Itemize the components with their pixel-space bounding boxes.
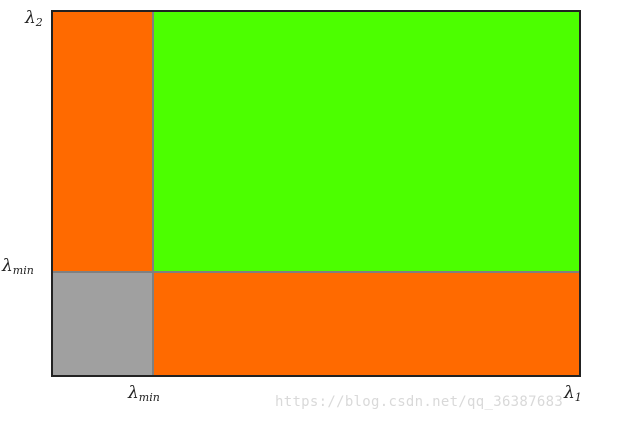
outer-frame xyxy=(51,10,581,377)
bottom-right-region xyxy=(153,272,580,376)
lambda-2-label: λ2 xyxy=(25,8,43,29)
lambda-1-label: λ1 xyxy=(564,383,582,404)
top-right-region xyxy=(153,11,580,272)
top-left-region xyxy=(52,11,153,272)
bottom-left-region xyxy=(52,272,153,376)
lambda-min-x-label: λmin xyxy=(128,383,160,404)
lambda-min-y-label: λmin xyxy=(2,256,34,277)
watermark-url: https://blog.csdn.net/qq_36387683 xyxy=(275,394,564,410)
